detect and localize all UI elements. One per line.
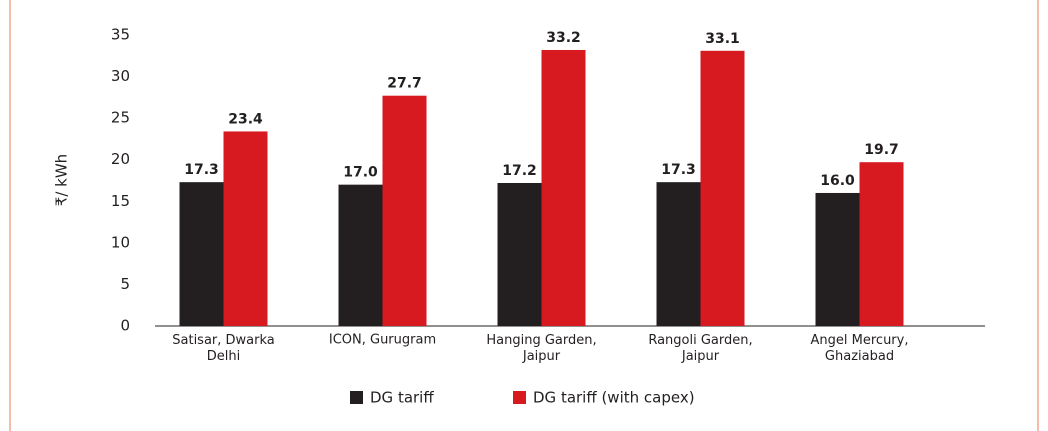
- y-tick-label: 10: [111, 233, 130, 251]
- y-tick-label: 20: [111, 150, 130, 168]
- x-tick-label: Rangoli Garden, Jaipur: [648, 333, 752, 364]
- y-tick-label: 25: [111, 109, 130, 127]
- y-axis-label: ₹/ kWh: [53, 154, 71, 206]
- x-tick-label: Satisar, Dwarka Delhi: [172, 333, 275, 364]
- bar: [223, 131, 268, 326]
- legend-swatch: [513, 391, 526, 404]
- value-label: 33.2: [546, 30, 581, 46]
- x-tick-label: Angel Mercury, Ghaziabad: [811, 333, 909, 364]
- x-tick-label: Hanging Garden, Jaipur: [486, 333, 596, 364]
- value-label: 17.2: [502, 163, 537, 179]
- value-label: 16.0: [820, 173, 855, 189]
- legend-label: DG tariff: [370, 389, 434, 407]
- bar: [338, 184, 383, 326]
- x-tick-label: ICON, Gurugram: [329, 333, 436, 348]
- y-tick-label: 35: [111, 26, 130, 44]
- y-tick-label: 15: [111, 192, 130, 210]
- bar: [815, 192, 860, 326]
- value-label: 17.3: [184, 162, 219, 178]
- legend-label: DG tariff (with capex): [533, 389, 695, 407]
- value-label: 33.1: [705, 31, 740, 47]
- y-tick-label: 0: [120, 317, 130, 335]
- bar: [179, 182, 224, 326]
- y-tick-label: 30: [111, 67, 130, 85]
- value-label: 17.3: [661, 162, 696, 178]
- legend-swatch: [350, 391, 363, 404]
- value-label: 27.7: [387, 76, 422, 92]
- bar: [497, 182, 542, 326]
- value-label: 17.0: [343, 165, 378, 181]
- bar: [656, 182, 701, 326]
- bar: [859, 162, 904, 326]
- y-tick-label: 5: [120, 275, 130, 293]
- bar: [700, 50, 745, 326]
- value-label: 23.4: [228, 111, 263, 127]
- value-label: 19.7: [864, 142, 899, 158]
- bar: [541, 49, 586, 327]
- bar: [382, 95, 427, 327]
- frame: [9, 0, 1039, 431]
